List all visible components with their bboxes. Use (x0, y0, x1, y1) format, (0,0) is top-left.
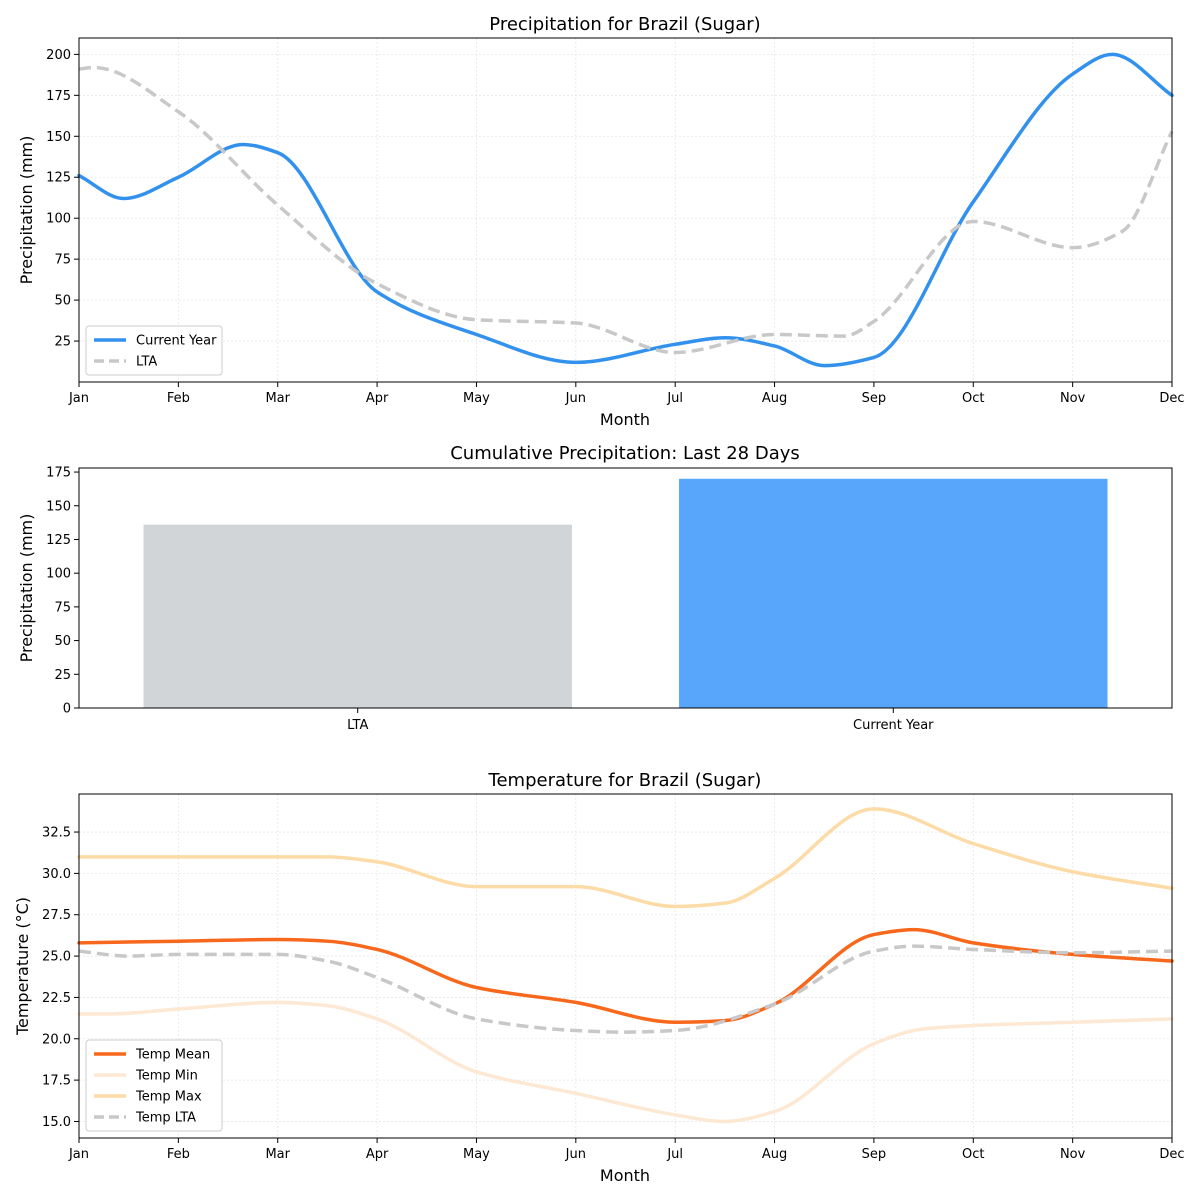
cumulative-bar-lta (143, 524, 572, 708)
temp-legend-label-temp-max: Temp Max (135, 1090, 202, 1105)
cumulative-y-tick-label: 50 (54, 634, 71, 649)
cumulative-y-axis-label: Precipitation (mm) (17, 514, 36, 663)
temp-y-tick-label: 27.5 (42, 908, 71, 923)
precip-y-tick-label: 175 (46, 89, 71, 104)
precip-y-tick-label: 50 (54, 294, 71, 309)
temp-legend (85, 1039, 223, 1132)
cumulative-y-tick-label: 0 (63, 702, 71, 717)
temp-x-tick-label: Aug (762, 1147, 787, 1162)
precip-x-tick-label: Aug (762, 391, 787, 406)
precip-y-tick-label: 100 (46, 212, 71, 227)
cumulative-y-tick-label: 100 (46, 567, 71, 582)
temp-y-tick-label: 22.5 (42, 991, 71, 1006)
precip-y-tick-label: 150 (46, 130, 71, 145)
precip-legend-label-current-year: Current Year (136, 334, 217, 349)
temp-legend-label-temp-lta: Temp LTA (135, 1111, 196, 1126)
precip-x-tick-label: Mar (265, 391, 290, 406)
precip-x-tick-label: Sep (862, 391, 887, 406)
temp-y-tick-label: 30.0 (42, 867, 71, 882)
temp-x-tick-label: Oct (962, 1147, 984, 1162)
precip-chart-title: Precipitation for Brazil (Sugar) (489, 14, 760, 35)
precip-y-tick-label: 125 (46, 171, 71, 186)
precip-x-tick-label: Feb (167, 391, 190, 406)
precip-x-tick-label: Oct (962, 391, 984, 406)
precip-y-tick-label: 75 (54, 253, 71, 268)
temp-chart-title: Temperature for Brazil (Sugar) (488, 770, 762, 791)
cumulative-chart-title: Cumulative Precipitation: Last 28 Days (450, 443, 800, 464)
temp-x-tick-label: Nov (1060, 1147, 1086, 1162)
temp-x-tick-label: Jul (666, 1147, 683, 1162)
temp-y-tick-label: 25.0 (42, 950, 71, 965)
cumulative-bar-chart: Cumulative Precipitation: Last 28 Days P… (17, 443, 1173, 733)
temp-x-tick-label: Feb (167, 1147, 190, 1162)
precip-x-tick-label: Jan (68, 391, 89, 406)
precip-series-lta (78, 65, 1174, 355)
temp-y-tick-label: 32.5 (42, 826, 71, 841)
temp-legend-label-temp-mean: Temp Mean (135, 1048, 210, 1063)
precip-legend-label-lta: LTA (136, 355, 157, 370)
precip-series-current-year (77, 52, 1174, 368)
cumulative-y-tick-label: 75 (54, 600, 71, 615)
temp-x-tick-label: May (463, 1147, 490, 1162)
temp-x-axis-label: Month (600, 1166, 650, 1185)
precip-x-tick-label: Jun (565, 391, 586, 406)
cumulative-y-tick-label: 25 (54, 668, 71, 683)
precip-x-axis-label: Month (600, 410, 650, 429)
cumulative-y-tick-label: 150 (46, 499, 71, 514)
cumulative-plot-frame (78, 467, 1173, 709)
temp-legend-label-temp-min: Temp Min (135, 1069, 198, 1084)
cumulative-y-tick-label: 175 (46, 466, 71, 481)
precipitation-line-chart: Precipitation for Brazil (Sugar) Month P… (17, 14, 1185, 429)
temp-series-temp-mean (77, 927, 1174, 1024)
cumulative-bar-current-year (679, 478, 1108, 708)
temp-x-tick-label: Sep (862, 1147, 887, 1162)
temp-series-temp-max (77, 807, 1174, 909)
temperature-line-chart: Temperature for Brazil (Sugar) Month Tem… (13, 770, 1185, 1185)
cumulative-y-tick-label: 125 (46, 533, 71, 548)
precip-x-tick-label: Dec (1159, 391, 1184, 406)
temp-x-tick-label: Jun (565, 1147, 586, 1162)
cumulative-x-tick-label: LTA (347, 718, 368, 733)
precip-plot-frame (78, 37, 1173, 383)
temp-y-tick-label: 15.0 (42, 1115, 71, 1130)
temp-series-temp-lta (78, 944, 1173, 1034)
precip-x-tick-label: Nov (1060, 391, 1086, 406)
temp-y-tick-label: 20.0 (42, 1032, 71, 1047)
precip-x-tick-label: Jul (666, 391, 683, 406)
precip-y-axis-label: Precipitation (mm) (17, 136, 36, 285)
temp-y-tick-label: 17.5 (42, 1074, 71, 1089)
temp-plot-frame (78, 793, 1173, 1139)
precip-x-tick-label: Apr (366, 391, 389, 406)
temp-series-temp-min (77, 1000, 1174, 1124)
precip-y-tick-label: 25 (54, 335, 71, 350)
temp-y-axis-label: Temperature (°C) (13, 897, 32, 1036)
temp-x-tick-label: Apr (366, 1147, 389, 1162)
precip-x-tick-label: May (463, 391, 490, 406)
precip-y-tick-label: 200 (46, 48, 71, 63)
cumulative-x-tick-label: Current Year (853, 718, 934, 733)
temp-x-tick-label: Dec (1159, 1147, 1184, 1162)
temp-x-tick-label: Mar (265, 1147, 290, 1162)
temp-x-tick-label: Jan (68, 1147, 89, 1162)
